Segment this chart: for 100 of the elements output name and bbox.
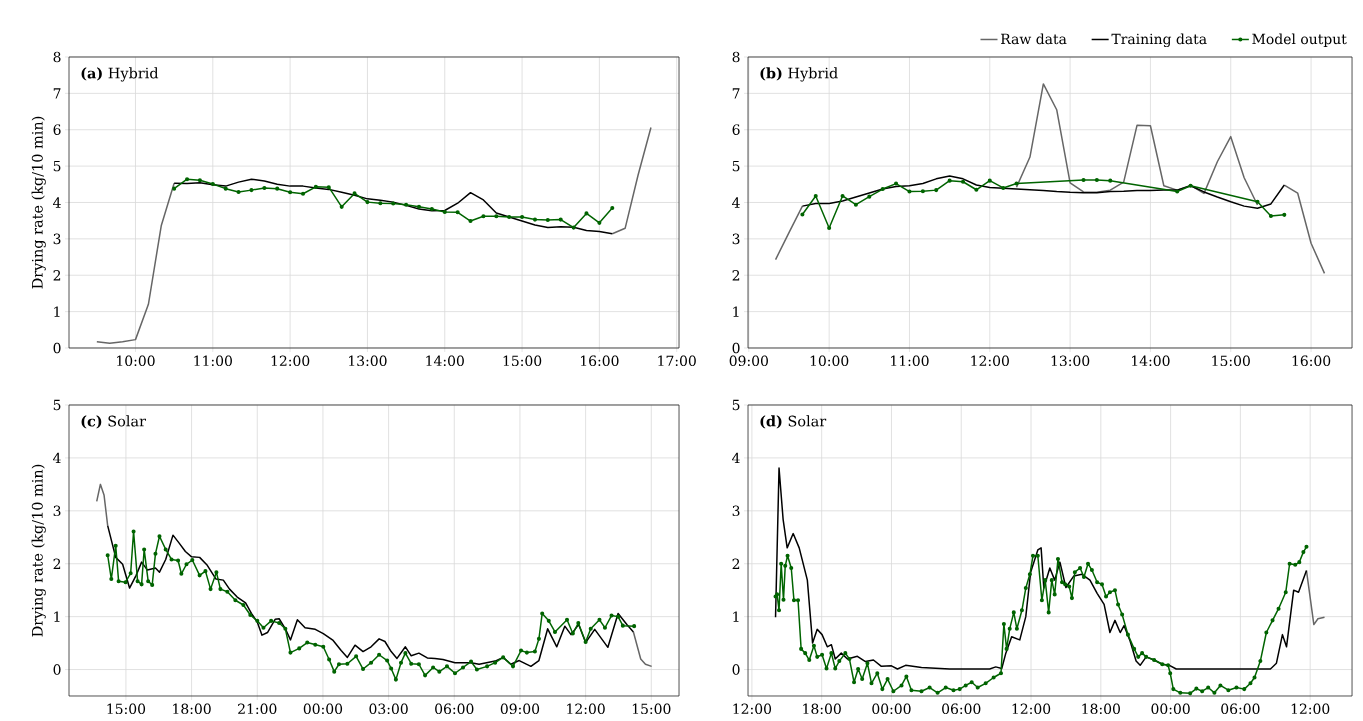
point	[571, 225, 576, 230]
x-tick-label: 12:00	[1291, 703, 1330, 715]
point	[1282, 212, 1287, 217]
y-tick-label: 1	[54, 611, 60, 622]
point	[934, 188, 939, 193]
point	[532, 217, 538, 222]
x-tick-label: 15:00	[503, 355, 542, 367]
y-axis-title: Drying rate (kg/10 min)	[31, 464, 46, 637]
point	[326, 185, 331, 190]
x-tick-label: 14:00	[426, 355, 464, 367]
point	[455, 210, 460, 215]
point	[1081, 177, 1086, 182]
point	[974, 187, 979, 192]
legend-label: Model output	[1252, 33, 1347, 47]
point	[827, 225, 832, 230]
point	[468, 218, 473, 224]
point	[185, 177, 190, 182]
y-tick-label: 5	[732, 160, 740, 172]
point	[907, 189, 912, 194]
point	[813, 193, 818, 198]
y-tick-label: 6	[732, 124, 740, 136]
point	[210, 181, 215, 186]
x-tick-label: 15:00	[632, 703, 671, 715]
point	[610, 205, 615, 210]
point	[880, 186, 885, 192]
point	[404, 202, 409, 207]
x-tick-label: 18:00	[173, 703, 211, 715]
point	[481, 214, 486, 219]
point	[867, 194, 872, 199]
point	[597, 220, 602, 225]
point	[275, 186, 280, 191]
y-axis-title: Drying rate (kg/10 min)	[31, 116, 46, 289]
x-tick-label: 15:00	[107, 703, 146, 715]
x-tick-label: 09:00	[729, 355, 768, 367]
legend-label: Training data	[1111, 33, 1207, 48]
x-tick-label: 12:00	[271, 355, 310, 367]
point	[378, 201, 383, 206]
x-tick-label: 13:00	[349, 355, 387, 367]
point	[520, 214, 525, 220]
point	[365, 200, 370, 205]
point	[249, 188, 254, 193]
x-tick-label: 11:00	[194, 355, 232, 367]
point	[223, 186, 228, 191]
point	[960, 179, 966, 184]
x-tick-label: 21:00	[238, 703, 277, 715]
point	[1175, 189, 1180, 194]
y-tick-label: 4	[732, 197, 740, 208]
y-tick-label: 1	[733, 611, 739, 622]
point	[894, 181, 899, 186]
legend-label: Raw data	[1001, 33, 1067, 45]
y-tick-label: 1	[54, 306, 60, 317]
y-tick-label: 3	[732, 505, 740, 517]
x-tick-label: 18:00	[1082, 703, 1120, 715]
x-tick-label: 16:00	[1292, 355, 1331, 367]
x-tick-label: 00:00	[303, 703, 343, 715]
text: (a) Hybrid	[81, 67, 159, 82]
point	[1268, 213, 1273, 218]
point	[236, 189, 241, 194]
y-tick-label: 2	[53, 558, 61, 569]
y-tick-label: 0	[53, 664, 61, 675]
text: (b) Hybrid	[760, 67, 838, 82]
point	[920, 189, 925, 194]
x-tick-label: 10:00	[810, 355, 849, 367]
y-tick-label: 3	[53, 233, 61, 245]
line-series	[801, 175, 1286, 210]
x-tick-label: 06:00	[942, 703, 981, 715]
x-tick-label: 12:00	[1012, 703, 1051, 715]
x-tick-label: 18:00	[803, 703, 841, 715]
y-tick-label: 4	[732, 452, 740, 464]
point	[800, 212, 805, 217]
x-tick-label: 15:00	[1212, 355, 1250, 367]
point	[545, 217, 550, 222]
y-tick-label: 5	[732, 399, 740, 411]
y-tick-label: 7	[732, 88, 740, 99]
point	[1094, 177, 1099, 182]
point	[558, 217, 563, 222]
x-tick-label: 12:00	[971, 355, 1009, 367]
text: (c) Solar	[81, 415, 146, 429]
x-tick-label: 13:00	[1051, 355, 1090, 367]
x-tick-label: 10:00	[117, 355, 155, 367]
x-tick-label: 12:00	[733, 703, 772, 715]
x-tick-label: 00:00	[1151, 703, 1190, 715]
point	[300, 191, 306, 196]
y-tick-label: 2	[53, 270, 61, 281]
y-tick-label: 6	[53, 124, 61, 136]
y-tick-label: 4	[53, 452, 61, 464]
point	[262, 185, 267, 190]
y-tick-label: 5	[53, 399, 61, 411]
point	[339, 204, 344, 209]
x-tick-label: 11:00	[891, 355, 929, 367]
point	[840, 193, 845, 198]
point	[1014, 181, 1019, 186]
y-tick-label: 3	[732, 233, 740, 245]
x-tick-label: 03:00	[369, 703, 408, 715]
point	[391, 201, 396, 206]
x-tick-label: 06:00	[435, 703, 474, 715]
point	[416, 204, 422, 209]
y-tick-label: 1	[733, 306, 739, 317]
text: (d) Solar	[760, 415, 827, 429]
x-tick-label: 16:00	[580, 355, 619, 367]
